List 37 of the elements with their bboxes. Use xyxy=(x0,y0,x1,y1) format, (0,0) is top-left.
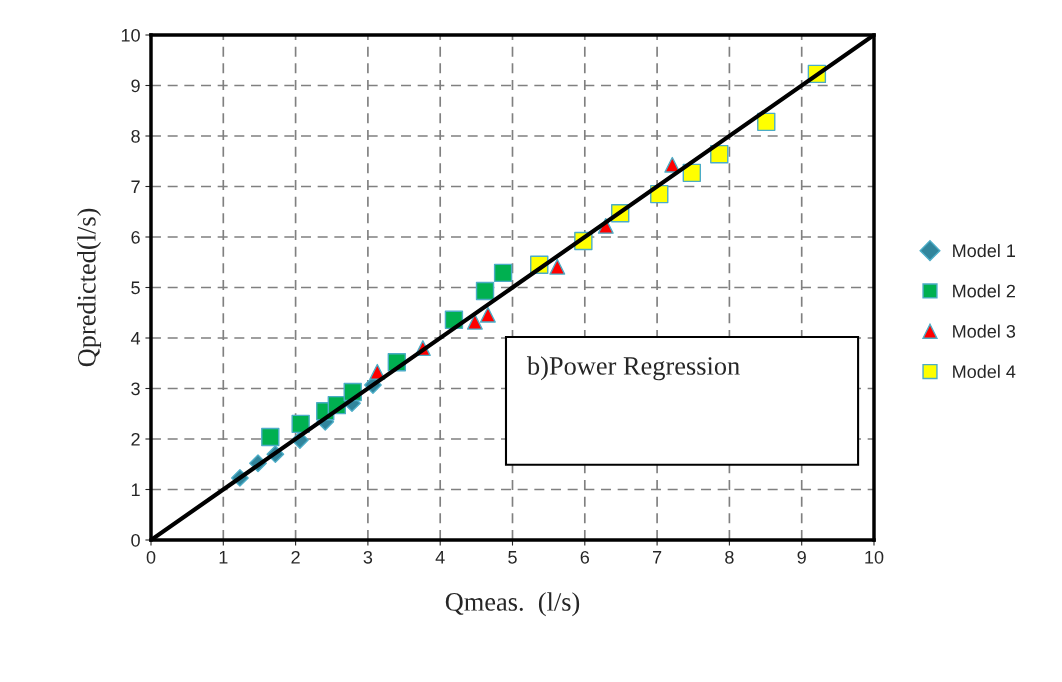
x-tick-label: 2 xyxy=(291,550,300,564)
x-tick-label: 9 xyxy=(797,550,806,564)
x-tick-label: 7 xyxy=(653,551,662,564)
point xyxy=(549,258,566,275)
point xyxy=(479,306,496,323)
y-tick-label: 5 xyxy=(131,281,140,295)
x-tick-label: 0 xyxy=(146,550,156,564)
y-axis-title: Qpredicted(l/s) xyxy=(77,208,102,367)
y-tick-label: 9 xyxy=(131,79,140,93)
x-tick-label: 3 xyxy=(363,550,373,564)
y-tick-label: 1 xyxy=(131,483,140,497)
point xyxy=(291,414,310,434)
point xyxy=(466,313,483,330)
x-tick-label: 10 xyxy=(865,550,884,564)
point xyxy=(493,263,513,283)
x-tick-label: 8 xyxy=(725,550,734,564)
point xyxy=(664,156,681,173)
legend-label: Model 4 xyxy=(953,364,1016,379)
y-tick-label: 2 xyxy=(131,432,140,446)
point xyxy=(475,281,495,301)
y-tick-label: 8 xyxy=(131,129,140,143)
x-tick-label: 6 xyxy=(580,550,590,564)
y-tick-label: 0 xyxy=(131,533,140,547)
x-tick-label: 1 xyxy=(219,551,228,564)
x-tick-label: 5 xyxy=(508,551,517,564)
y-tick-label: 4 xyxy=(130,332,141,345)
y-tick-label: 10 xyxy=(121,28,140,42)
point xyxy=(261,427,280,447)
legend-label: Model 2 xyxy=(953,284,1015,298)
annotation: b)Power Regression xyxy=(526,356,740,381)
y-tick-label: 3 xyxy=(131,382,140,396)
x-axis-title: Qmeas. (l/s) xyxy=(445,592,580,617)
legend-label: Model 1 xyxy=(953,243,1016,258)
y-tick-label: 7 xyxy=(131,180,140,194)
legend-label: Model 3 xyxy=(953,324,1016,338)
y-tick-label: 6 xyxy=(131,230,140,244)
x-tick-label: 4 xyxy=(435,551,445,564)
